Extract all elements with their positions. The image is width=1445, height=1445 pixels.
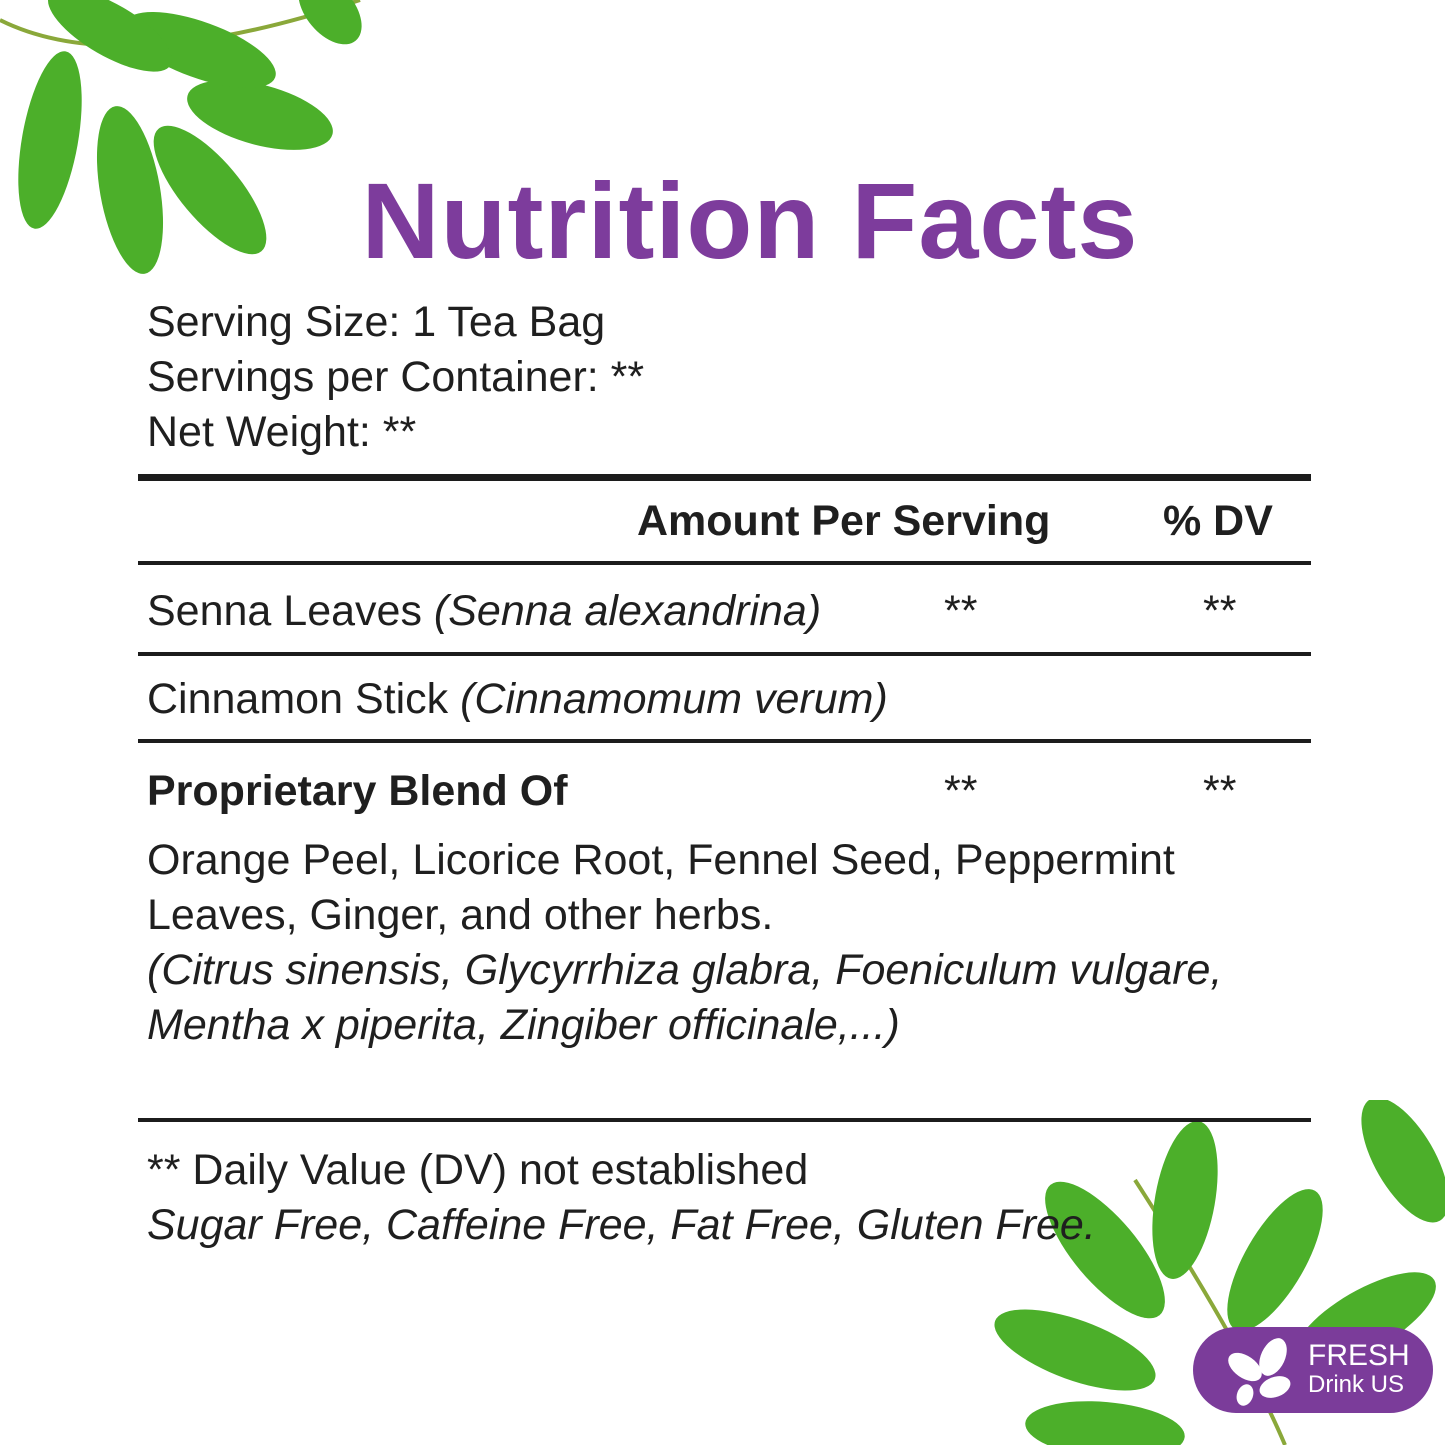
ingredient-name: Senna Leaves: [147, 587, 422, 635]
header-dv: % DV: [1163, 497, 1273, 545]
ingredient-dv: **: [1203, 587, 1237, 635]
ingredient-latin: (Cinnamomum verum): [460, 675, 888, 723]
logo-text-fresh: FRESH: [1308, 1339, 1410, 1372]
net-weight: Net Weight: **: [147, 408, 417, 456]
blend-ingredients-line: Orange Peel, Licorice Root, Fennel Seed,…: [147, 836, 1175, 884]
divider: [138, 1118, 1311, 1122]
blend-latin-line: (Citrus sinensis, Glycyrrhiza glabra, Fo…: [147, 946, 1223, 994]
divider: [138, 739, 1311, 743]
page-title: Nutrition Facts: [361, 160, 1139, 281]
footnote: ** Daily Value (DV) not established: [147, 1146, 809, 1194]
ingredient-amount: **: [944, 587, 978, 635]
brand-logo: FRESH Drink US: [1193, 1327, 1433, 1413]
divider: [138, 561, 1311, 565]
divider: [138, 474, 1311, 481]
logo-text-drink-us: Drink US: [1308, 1371, 1405, 1398]
ingredient-latin: (Senna alexandrina): [433, 587, 822, 635]
serving-size: Serving Size: 1 Tea Bag: [147, 298, 606, 346]
blend-ingredients-line: Leaves, Ginger, and other herbs.: [147, 891, 774, 939]
divider: [138, 652, 1311, 656]
leaves-top-left-decoration: [0, 0, 362, 274]
header-amount: Amount Per Serving: [637, 497, 1051, 545]
ingredient-name: Proprietary Blend Of: [147, 767, 568, 815]
ingredient-name: Cinnamon Stick: [147, 675, 449, 723]
ingredient-amount: **: [944, 767, 978, 815]
blend-latin-line: Mentha x piperita, Zingiber officinale,.…: [147, 1001, 900, 1049]
servings-per-container: Servings per Container: **: [147, 353, 645, 401]
claims: Sugar Free, Caffeine Free, Fat Free, Glu…: [147, 1201, 1096, 1249]
flower-icon: [1228, 1338, 1291, 1406]
ingredient-dv: **: [1203, 767, 1237, 815]
